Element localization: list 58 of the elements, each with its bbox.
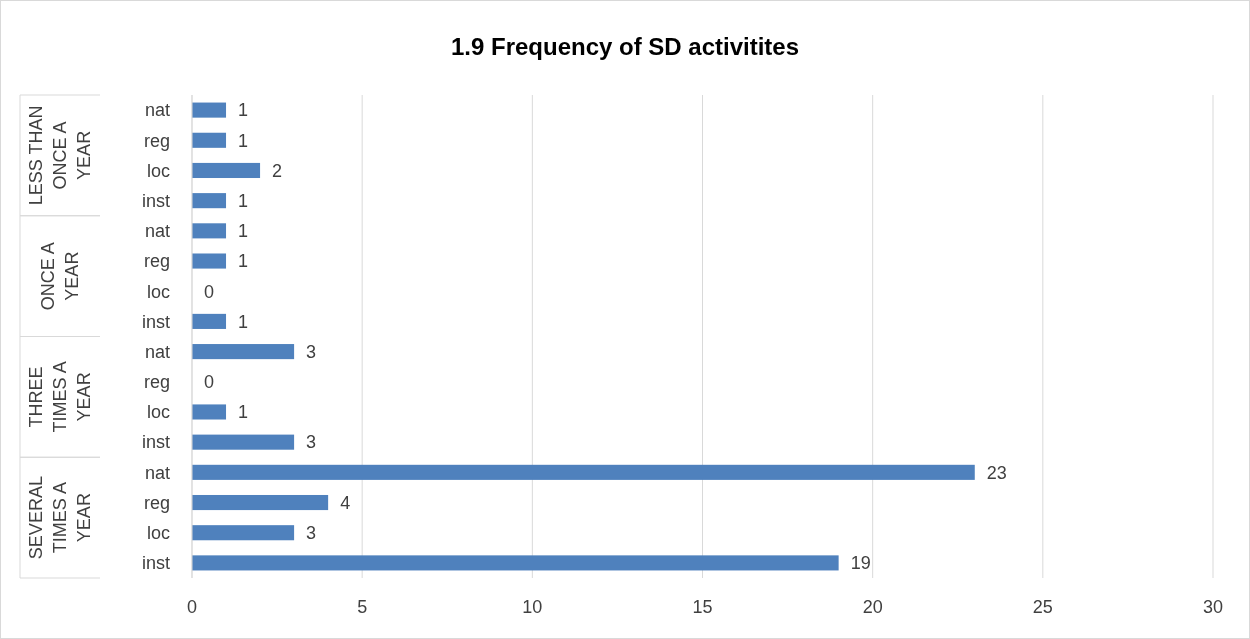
- y-tick-label: reg: [143, 492, 170, 513]
- x-tick-label: 25: [1032, 597, 1053, 618]
- data-label: 1: [238, 402, 249, 423]
- data-label: 4: [340, 492, 351, 513]
- data-label: 3: [306, 432, 317, 453]
- text: ONCE A YEAR: [38, 242, 83, 311]
- y-tick-label: reg: [143, 251, 170, 272]
- bar: [192, 404, 227, 420]
- x-tick-label: 5: [357, 597, 368, 618]
- y-tick-label: loc: [146, 160, 170, 181]
- bar: [192, 344, 295, 360]
- chart-title: 1.9 Frequency of SD activitites: [450, 33, 800, 61]
- bar: [192, 132, 227, 148]
- data-label: 1: [238, 221, 249, 242]
- data-label: 1: [238, 190, 249, 211]
- data-label: 3: [306, 523, 317, 544]
- bar: [192, 525, 295, 541]
- bar: [192, 464, 975, 480]
- text: SEVERAL TIMES A YEAR: [26, 476, 95, 560]
- bar: [192, 434, 295, 450]
- y-tick-label: inst: [141, 432, 170, 453]
- text: LESS THAN ONCE A YEAR: [26, 105, 95, 206]
- data-label: 2: [272, 160, 283, 181]
- data-label: 1: [238, 251, 249, 272]
- data-label: 1: [238, 311, 249, 332]
- y-tick-label: reg: [143, 372, 170, 393]
- y-tick-label: inst: [141, 553, 170, 574]
- bar: [192, 253, 227, 269]
- bar: [192, 313, 227, 329]
- bar: [192, 494, 329, 511]
- y-tick-label: inst: [141, 190, 170, 211]
- y-tick-label: loc: [146, 281, 170, 302]
- y-tick-label: inst: [141, 311, 170, 332]
- bar: [192, 555, 839, 571]
- y-tick-label: loc: [146, 402, 170, 423]
- data-label: 0: [204, 281, 215, 302]
- y-tick-label: nat: [144, 462, 170, 483]
- bar: [192, 162, 261, 179]
- data-label: 1: [238, 100, 249, 121]
- bar: [192, 223, 227, 239]
- y-tick-label: loc: [146, 523, 170, 544]
- data-label: 19: [850, 553, 871, 574]
- y-tick-label: reg: [143, 130, 170, 151]
- x-tick-label: 20: [862, 597, 883, 618]
- bar: [192, 102, 227, 118]
- y-tick-label: nat: [144, 221, 170, 242]
- data-label: 23: [986, 462, 1007, 483]
- x-tick-label: 30: [1202, 597, 1224, 618]
- data-label: 0: [204, 372, 215, 393]
- text: THREE TIMES A YEAR: [26, 361, 95, 433]
- y-tick-label: nat: [144, 341, 170, 362]
- data-label: 1: [238, 130, 249, 151]
- y-tick-label: nat: [144, 100, 170, 121]
- x-tick-label: 0: [186, 597, 198, 618]
- bar: [192, 193, 227, 209]
- data-label: 3: [306, 341, 317, 362]
- x-tick-label: 10: [522, 597, 543, 618]
- x-tick-label: 15: [692, 597, 713, 618]
